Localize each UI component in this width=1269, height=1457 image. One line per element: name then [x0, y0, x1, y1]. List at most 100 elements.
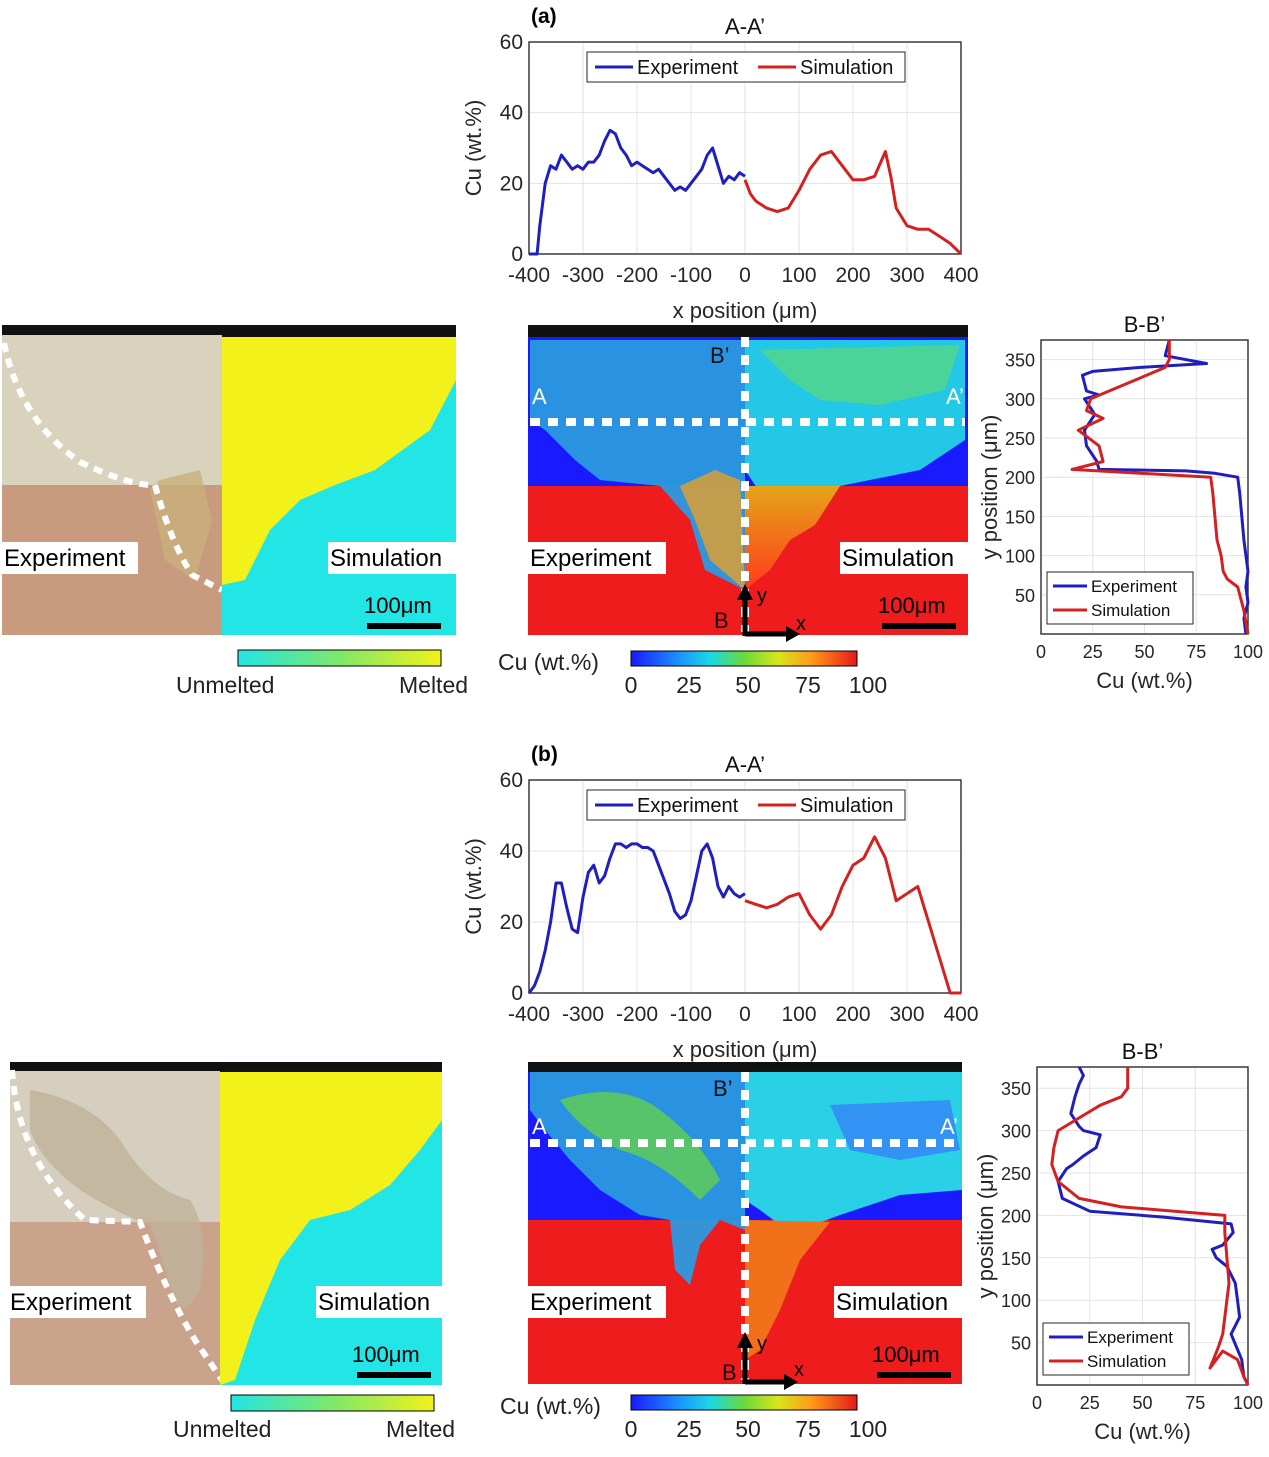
x-tick-label: 200 [835, 1003, 870, 1026]
x-tick-label: 300 [889, 264, 924, 287]
simulation-tag: Simulation [318, 1289, 430, 1316]
map-scale-bar [877, 1372, 951, 1378]
map-scale-label: 100μm [878, 593, 946, 618]
x-tick-label: 25 [1080, 1393, 1100, 1413]
map-scale-label: 100μm [872, 1342, 940, 1367]
series-line-experiment [1056, 1066, 1250, 1386]
x-tick-label: 0 [1032, 1393, 1042, 1413]
y-tick-label: 200 [1001, 1206, 1031, 1226]
cu-map-exp-mixed-zone [530, 340, 745, 590]
cu-map-sim-fusion-zone [745, 486, 840, 590]
chart-b-line-BB: 0 25 50 75 100 50 100 150 200 250 300 350 B-B’ Cu (wt… [973, 1039, 1263, 1444]
cu-colorbar-tick: 25 [676, 672, 702, 698]
cu-colorbar-tick: 50 [735, 672, 761, 698]
simulation-tag-bg [834, 1286, 962, 1318]
x-tick-label: 75 [1186, 642, 1206, 662]
dashed-boundary [1, 342, 224, 593]
y-tick-label: 100 [1005, 547, 1035, 567]
chart-b-line-AA: -400 -300 -200 -100 0 100 200 300 400 0 20 40 60 A-A’… [461, 752, 979, 1062]
plot-frame [1036, 1066, 1249, 1386]
melt-comparison: Experiment Simulation 100μm [8, 1062, 444, 1385]
cu-colorbar-tick: 0 [625, 672, 638, 698]
marker-A-prime: A’ [946, 384, 964, 409]
sim-top-edge [222, 325, 456, 337]
experiment-tag: Experiment [530, 1289, 652, 1316]
y-tick-label: 150 [1005, 507, 1035, 527]
plot-frame [528, 779, 962, 994]
map-scale-bar [882, 623, 956, 629]
simulation-tag-bg [316, 1286, 444, 1318]
x-axis-label: x position (μm) [673, 298, 818, 323]
y-tick-label: 20 [500, 172, 523, 195]
legend-entry: Simulation [800, 795, 893, 817]
x-tick-label: -300 [562, 264, 604, 287]
micrograph-top-edge [10, 1062, 220, 1071]
x-axis-label: Cu (wt.%) [1096, 668, 1193, 693]
cu-colorbar-tick: 100 [849, 1416, 887, 1442]
sim-top-edge [220, 1062, 442, 1072]
chart-title: A-A’ [725, 14, 765, 39]
marker-A: A [532, 384, 547, 409]
marker-B: B [714, 608, 729, 633]
panel-label: (b) [531, 743, 558, 766]
cu-colorbar-tick: 0 [625, 1416, 638, 1442]
y-axis-label: y position (μm) [977, 415, 1002, 560]
micro-scale-label: 100μm [352, 1342, 420, 1367]
experiment-tag-bg [8, 1286, 146, 1318]
chart-title: B-B’ [1122, 1039, 1164, 1064]
legend-entry: Simulation [800, 57, 893, 79]
simulation-tag-bg [328, 542, 456, 574]
y-axis-label: y position (μm) [973, 1154, 998, 1299]
sim-melt-melted-region [222, 335, 456, 585]
y-tick-label: 20 [500, 911, 523, 934]
y-tick-label: 300 [1001, 1122, 1031, 1142]
legend-box [1046, 571, 1194, 625]
x-tick-label: -200 [616, 264, 658, 287]
experiment-tag-bg [2, 542, 138, 574]
experiment-tag: Experiment [10, 1289, 132, 1316]
experiment-tag: Experiment [4, 545, 126, 572]
cu-colorbar-tick: 50 [735, 1416, 761, 1442]
y-tick-label: 50 [1015, 586, 1035, 606]
y-tick-label: 40 [500, 102, 523, 125]
micro-scale-bar [367, 623, 441, 629]
legend-entry: Experiment [1087, 1328, 1173, 1347]
y-tick-label: 300 [1005, 390, 1035, 410]
x-tick-label: 75 [1185, 1393, 1205, 1413]
cu-map-exp-fusion-zone [680, 470, 745, 590]
y-tick-label: 100 [1001, 1291, 1031, 1311]
cu-colorbar-label: Cu (wt.%) [498, 649, 599, 675]
cu-map-top-edge [528, 1062, 962, 1072]
experiment-tag-bg [528, 542, 666, 574]
y-tick-label: 150 [1001, 1249, 1031, 1269]
series-line-simulation [1050, 1067, 1250, 1386]
chart-title: A-A’ [725, 752, 765, 777]
legend-entry: Experiment [637, 57, 739, 79]
sim-melt-melted-region [220, 1070, 442, 1385]
y-tick-label: 0 [511, 243, 523, 266]
axis-x-label: x [794, 1359, 804, 1381]
axis-y-label: y [757, 585, 767, 607]
x-tick-label: -100 [670, 264, 712, 287]
marker-B-prime: B’ [710, 343, 730, 368]
x-tick-label: 400 [943, 1003, 978, 1026]
micrograph-fusion-boundary [150, 470, 212, 580]
chart-a-line-AA: -400 -300 -200 -100 0 100 200 300 400 0 20 40 60 A-A’… [461, 14, 979, 323]
chart-title: B-B’ [1124, 312, 1166, 337]
y-tick-label: 50 [1011, 1334, 1031, 1354]
y-tick-label: 250 [1001, 1164, 1031, 1184]
micrograph-top-edge [2, 325, 222, 335]
cu-map: A A’ B’ B Experiment Simulation 100μm y … [528, 1062, 962, 1390]
x-tick-label: 100 [781, 1003, 816, 1026]
micro-scale-label: 100μm [364, 593, 432, 618]
x-axis-label: Cu (wt.%) [1094, 1419, 1191, 1444]
x-tick-label: 0 [739, 264, 751, 287]
series-line-experiment [527, 842, 746, 994]
melt-colorbar: Unmelted Melted [173, 1394, 455, 1442]
dashed-boundary [9, 1069, 225, 1382]
marker-B: B [722, 1360, 737, 1385]
y-tick-label: 60 [500, 31, 523, 54]
x-tick-label: 50 [1132, 1393, 1152, 1413]
axis-y-label: y [757, 1333, 767, 1355]
